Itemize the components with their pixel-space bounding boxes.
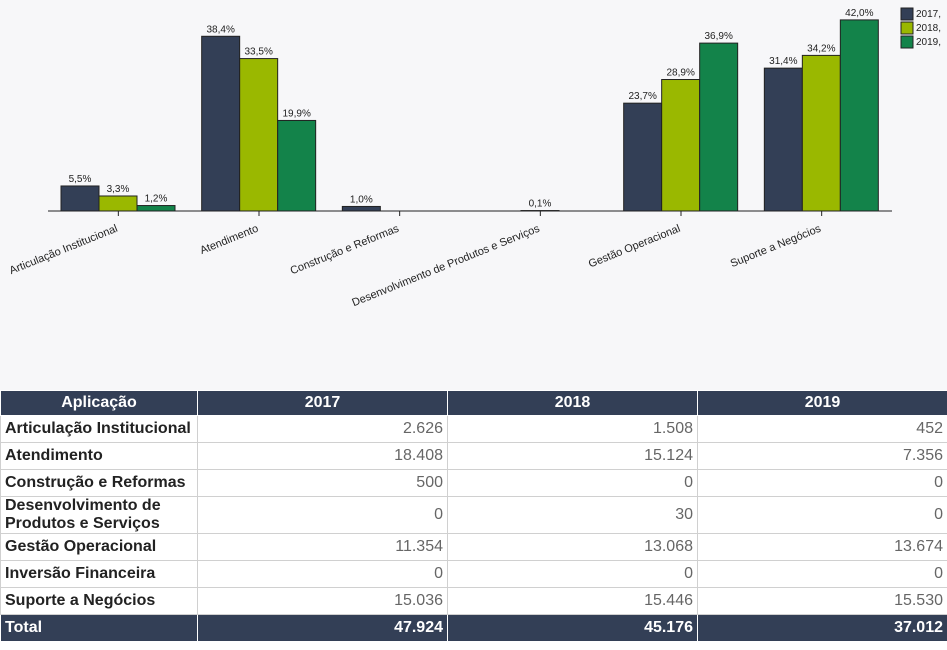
x-tick-label: Construção e Reformas <box>289 222 402 277</box>
row-label: Gestão Operacional <box>0 533 198 561</box>
data-label: 19,9% <box>282 108 310 119</box>
bar <box>98 195 138 212</box>
table-row: Articulação Institucional 2.626 1.508 452 <box>0 415 947 443</box>
value-cell: 7.356 <box>697 442 947 470</box>
data-label: 1,0% <box>350 194 373 205</box>
legend-label: 2018, <box>916 23 941 34</box>
bar <box>201 35 241 212</box>
x-tick-label: Atendimento <box>198 223 260 257</box>
total-label: Total <box>0 614 198 642</box>
value-cell: 452 <box>697 415 947 443</box>
total-row: Total 47.924 45.176 37.012 <box>0 614 947 642</box>
x-tick-label: Articulação Institucional <box>8 223 120 277</box>
row-label: Articulação Institucional <box>0 415 198 443</box>
data-table: Aplicação 2017 2018 2019 Articulação Instit… <box>0 390 947 642</box>
row-label: Suporte a Negócios <box>0 587 198 615</box>
data-label: 28,9% <box>666 68 694 79</box>
value-cell: 15.530 <box>697 587 947 615</box>
value-cell: 18.408 <box>197 442 448 470</box>
legend-swatch <box>900 7 914 21</box>
table-row: Suporte a Negócios 15.036 15.446 15.530 <box>0 587 947 615</box>
bar <box>699 42 739 212</box>
data-label: 0,1% <box>529 199 552 210</box>
value-cell: 0 <box>697 560 947 588</box>
header-cell: 2017 <box>197 390 448 416</box>
value-cell: 15.446 <box>447 587 698 615</box>
header-row: Aplicação 2017 2018 2019 <box>0 390 947 416</box>
table-row: Desenvolvimento de Produtos e Serviços 0 3… <box>0 496 947 534</box>
row-label: Atendimento <box>0 442 198 470</box>
bar <box>341 205 381 212</box>
header-cell: 2019 <box>697 390 947 416</box>
total-value: 47.924 <box>197 614 448 642</box>
bar <box>801 54 841 212</box>
bar <box>661 79 701 212</box>
value-cell: 0 <box>447 469 698 497</box>
value-cell: 0 <box>197 496 448 534</box>
row-label: Desenvolvimento de Produtos e Serviços <box>0 496 198 534</box>
row-label: Construção e Reformas <box>0 469 198 497</box>
value-cell: 0 <box>447 560 698 588</box>
data-label: 42,0% <box>845 8 873 19</box>
table-row: Construção e Reformas 500 0 0 <box>0 469 947 497</box>
value-cell: 1.508 <box>447 415 698 443</box>
header-cell: Aplicação <box>0 390 198 416</box>
chart: 5,5% 3,3% 1,2% Articulação Institucional 38,… <box>7 7 942 310</box>
data-label: 5,5% <box>69 174 92 185</box>
table-row: Gestão Operacional 11.354 13.068 13.674 <box>0 533 947 561</box>
value-cell: 11.354 <box>197 533 448 561</box>
bar <box>277 119 317 212</box>
value-cell: 15.124 <box>447 442 698 470</box>
data-label: 23,7% <box>628 91 656 102</box>
table-body: Articulação Institucional 2.626 1.508 452 At… <box>0 415 947 642</box>
data-label: 3,3% <box>107 184 130 195</box>
value-cell: 0 <box>197 560 448 588</box>
data-label: 33,5% <box>244 47 272 58</box>
value-cell: 15.036 <box>197 587 448 615</box>
data-label: 1,2% <box>145 194 168 205</box>
bar <box>623 102 663 212</box>
bar <box>239 58 279 212</box>
x-tick-label: Gestão Operacional <box>587 223 682 271</box>
value-cell: 2.626 <box>197 415 448 443</box>
value-cell: 500 <box>197 469 448 497</box>
total-value: 45.176 <box>447 614 698 642</box>
bar <box>839 19 879 212</box>
legend-swatch <box>900 35 914 49</box>
table-row: Atendimento 18.408 15.124 7.356 <box>0 442 947 470</box>
header-cell: 2018 <box>447 390 698 416</box>
legend-label: 2019, <box>916 37 941 48</box>
bar <box>763 67 803 212</box>
data-label: 34,2% <box>807 43 835 54</box>
bar <box>136 205 176 212</box>
data-label: 31,4% <box>769 56 797 67</box>
x-tick-label: Suporte a Negócios <box>729 222 824 270</box>
legend-label: 2017, <box>916 9 941 20</box>
value-cell: 13.674 <box>697 533 947 561</box>
legend-swatch <box>900 21 914 35</box>
value-cell: 30 <box>447 496 698 534</box>
total-value: 37.012 <box>697 614 947 642</box>
data-label: 36,9% <box>704 31 732 42</box>
bar <box>60 185 100 212</box>
value-cell: 0 <box>697 496 947 534</box>
row-label: Inversão Financeira <box>0 560 198 588</box>
table-row: Inversão Financeira 0 0 0 <box>0 560 947 588</box>
value-cell: 13.068 <box>447 533 698 561</box>
value-cell: 0 <box>697 469 947 497</box>
data-label: 38,4% <box>206 24 234 35</box>
